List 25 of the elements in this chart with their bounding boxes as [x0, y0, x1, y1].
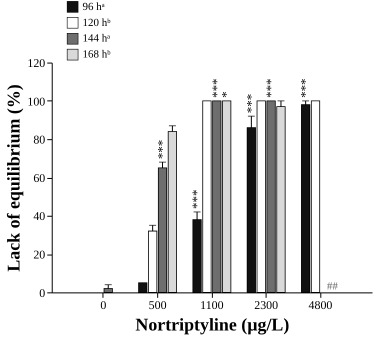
- x-tick-label: 4800: [308, 298, 332, 312]
- y-tick-label: 20: [33, 248, 46, 262]
- y-tick-label: 80: [33, 132, 46, 147]
- y-tick-label: 40: [33, 209, 46, 224]
- data-label: ***: [243, 94, 258, 114]
- x-tick-label: 0: [100, 298, 106, 312]
- legend-label: 144 hᵃ: [82, 32, 110, 45]
- x-tick-label: 1100: [200, 298, 224, 312]
- data-label: ***: [263, 78, 278, 98]
- legend-label: 168 hᵇ: [82, 48, 112, 61]
- y-tick-label: 120: [27, 56, 46, 70]
- x-tick-label: 2300: [254, 298, 278, 312]
- data-label: ***: [298, 78, 313, 98]
- y-tick-label: 0: [39, 286, 46, 300]
- y-axis-title: Lack of equilibrium (%): [3, 84, 24, 272]
- y-tick-label: 60: [33, 170, 46, 185]
- legend-label: 120 hᵇ: [82, 16, 112, 29]
- x-axis-title: Nortriptyline (µg/L): [135, 314, 290, 335]
- data-label: *: [218, 91, 234, 98]
- y-tick-label: 100: [27, 94, 46, 108]
- data-label: ***: [154, 140, 170, 160]
- legend-label: 96 hᵃ: [82, 0, 105, 13]
- data-label: ***: [189, 190, 204, 209]
- x-tick-label: 500: [148, 298, 167, 312]
- annotation: ##: [326, 280, 338, 292]
